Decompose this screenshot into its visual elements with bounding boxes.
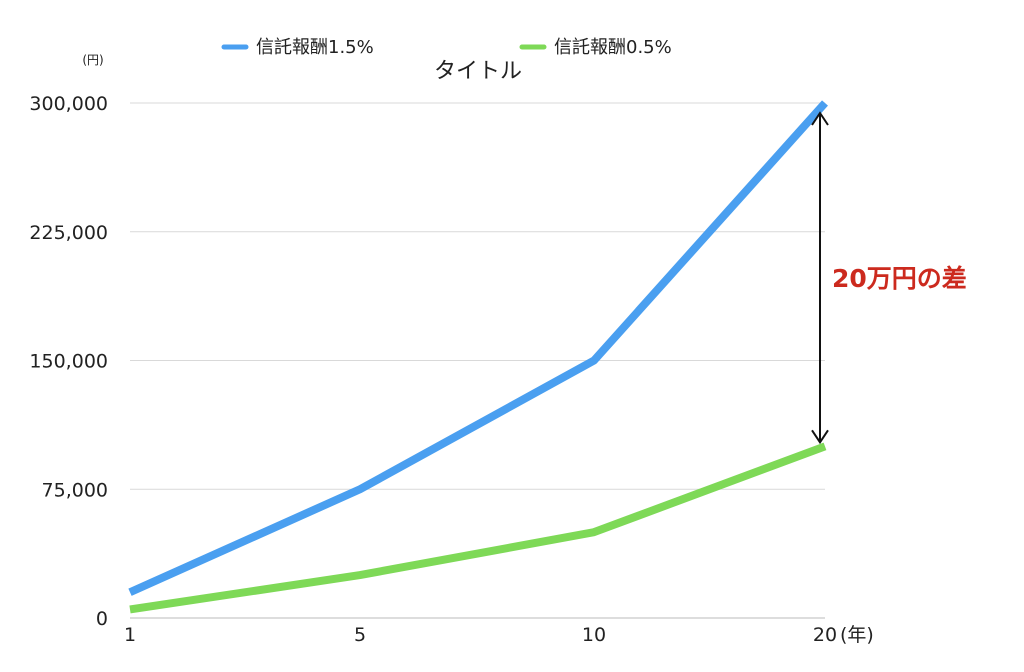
y-tick-label: 150,000 xyxy=(29,351,108,373)
y-tick-label: 225,000 xyxy=(29,222,108,244)
y-tick-label: 300,000 xyxy=(29,93,108,115)
x-tick-label: 10 xyxy=(582,624,606,646)
series-lines xyxy=(128,100,828,614)
x-axis-tick-labels: 1 5 10 20 xyxy=(124,624,837,646)
y-tick-label: 0 xyxy=(96,608,108,630)
legend-label-series-2: 信託報酬0.5% xyxy=(554,37,672,58)
arrow-head-bottom-icon xyxy=(811,429,829,445)
difference-annotation: 20万円の差 xyxy=(811,111,967,445)
x-tick-label: 20 xyxy=(813,624,837,646)
legend-label-series-1: 信託報酬1.5% xyxy=(256,37,374,58)
series-line-2 xyxy=(129,442,827,614)
x-axis-unit-label: (年) xyxy=(840,624,874,646)
legend: 信託報酬1.5% 信託報酬0.5% xyxy=(221,37,672,58)
x-tick-label: 5 xyxy=(354,624,366,646)
gridlines xyxy=(130,102,825,619)
y-axis-tick-labels: 0 75,000 150,000 225,000 300,000 xyxy=(29,93,108,630)
arrow-head-top-icon xyxy=(811,111,829,126)
x-tick-label: 1 xyxy=(124,624,136,646)
series-line-1 xyxy=(128,100,828,596)
y-tick-label: 75,000 xyxy=(42,479,108,501)
difference-annotation-label: 20万円の差 xyxy=(832,264,967,293)
chart-title: タイトル xyxy=(434,59,522,84)
y-axis-unit-label: (円) xyxy=(82,53,103,67)
